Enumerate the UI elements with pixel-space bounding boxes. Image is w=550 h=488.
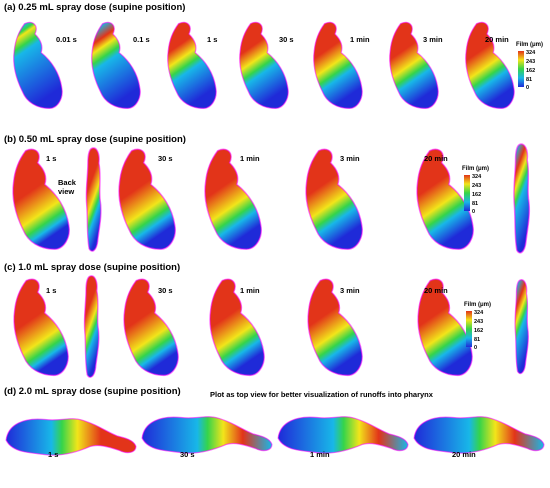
legend-tick: 81 [474,337,481,343]
legend-colorbar [518,51,524,87]
legend-tick: 0 [472,209,476,215]
time-label: 20 min [424,154,448,163]
time-label: 30 s [158,286,173,295]
legend-colorbar [466,311,472,347]
time-label: 1 min [240,154,260,163]
time-label: 0.1 s [133,35,150,44]
time-label: 1 s [46,154,57,163]
time-label: 30 s [180,450,195,459]
time-label: 1 s [46,286,57,295]
nasal-cavity-back-view-20min [510,142,534,258]
legend-tick: 0 [526,85,530,91]
film-legend: Film (μm) 324 243 162 81 0 [516,42,544,91]
back-view-label: Back view [58,178,76,196]
nasal-cavity-b-0 [4,146,76,254]
time-label: 30 s [279,35,294,44]
legend-tick: 162 [474,328,484,334]
nasal-cavity-c-3 [292,276,376,380]
nasal-cavity-top-d-3 [412,406,546,460]
nasal-cavity-a-1 [84,18,146,114]
legend-tick: 162 [472,192,482,198]
panel-b-title: (b) 0.50 mL spray dose (supine position) [4,134,186,145]
nasal-cavity-back-view-20min [512,278,532,378]
legend-tick: 324 [474,310,484,316]
time-label: 20 min [452,450,476,459]
panel-c-title: (c) 1.0 mL spray dose (supine position) [4,262,181,273]
nasal-cavity-c-2 [196,276,276,380]
nasal-cavity-a-2 [160,18,222,114]
legend-title: Film (μm) [462,166,490,172]
time-label: 1 min [310,450,330,459]
nasal-cavity-a-3 [232,18,294,114]
time-label: 3 min [423,35,443,44]
panel-c: (c) 1.0 mL spray dose (supine position) … [0,262,550,380]
nasal-cavity-top-d-2 [276,406,410,460]
legend-title: Film (μm) [516,42,544,48]
panel-d-title: (d) 2.0 mL spray dose (supine position) [4,386,181,397]
nasal-cavity-back-view [84,146,104,256]
legend-tick: 162 [526,68,536,74]
time-label: 20 min [424,286,448,295]
panel-d: (d) 2.0 mL spray dose (supine position) … [0,386,550,486]
legend-tick: 324 [472,174,482,180]
time-label: 3 min [340,286,360,295]
nasal-cavity-a-4 [306,18,368,114]
legend-tick: 243 [474,319,484,325]
legend-colorbar [464,175,470,211]
time-label: 1 s [48,450,59,459]
film-legend: Film (μm) 324 243 162 81 0 [464,302,492,351]
time-label: 1 min [350,35,370,44]
legend-tick: 243 [472,183,482,189]
time-label: 20 min [485,35,509,44]
nasal-cavity-back-view [82,274,102,382]
legend-tick: 81 [472,201,479,207]
legend-title: Film (μm) [464,302,492,308]
nasal-cavity-top-d-0 [4,408,138,462]
time-label: 3 min [340,154,360,163]
legend-tick: 0 [474,345,478,351]
panel-a-title: (a) 0.25 mL spray dose (supine position) [4,2,186,13]
nasal-cavity-a-0 [6,18,68,114]
film-legend: Film (μm) 324 243 162 81 0 [462,166,490,215]
time-label: 0.01 s [56,35,77,44]
time-label: 1 s [207,35,218,44]
nasal-cavity-b-3 [292,146,374,254]
time-label: 1 min [240,286,260,295]
legend-tick: 81 [526,77,533,83]
time-label: 30 s [158,154,173,163]
legend-tick: 324 [526,50,536,56]
legend-tick: 243 [526,59,536,65]
nasal-cavity-top-d-1 [140,406,274,460]
panel-a: (a) 0.25 mL spray dose (supine position)… [0,2,550,120]
nasal-cavity-c-0 [4,276,76,380]
panel-b: (b) 0.50 mL spray dose (supine position)… [0,134,550,254]
nasal-cavity-a-5 [382,18,444,114]
nasal-cavity-a-6 [458,18,520,114]
top-view-note: Plot as top view for better visualizatio… [210,390,433,399]
nasal-cavity-c-1 [112,276,188,380]
